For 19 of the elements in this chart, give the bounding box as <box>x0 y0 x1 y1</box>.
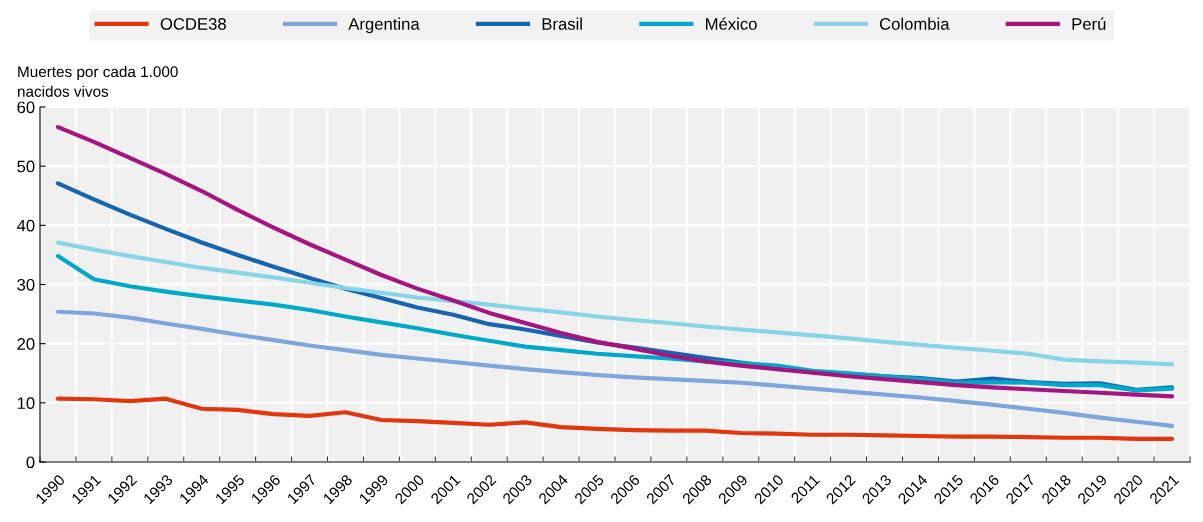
y-tick-label: 50 <box>17 160 35 173</box>
legend-label: OCDE38 <box>160 18 226 30</box>
line-series <box>55 240 1175 367</box>
y-tick-label: 60 <box>17 101 35 114</box>
legend-label: Perú <box>1072 17 1106 30</box>
line-series <box>55 125 1175 399</box>
line-series <box>55 254 1175 393</box>
legend-label: Colombia <box>879 17 950 30</box>
legend-label: México <box>706 17 757 30</box>
y-axis-title: Muertes por cada 1.000 nacidos vivos <box>18 65 178 97</box>
y-tick-label: 30 <box>17 278 35 291</box>
legend-label: Argentina <box>348 17 420 34</box>
y-tick-label: 10 <box>17 397 35 410</box>
y-tick-label: 20 <box>17 338 35 350</box>
legend-label: Brasil <box>542 17 582 30</box>
y-tick-label: 40 <box>16 219 35 232</box>
y-tick-label: 0 <box>26 456 35 469</box>
line-series <box>55 309 1175 428</box>
line-series <box>55 396 1175 442</box>
